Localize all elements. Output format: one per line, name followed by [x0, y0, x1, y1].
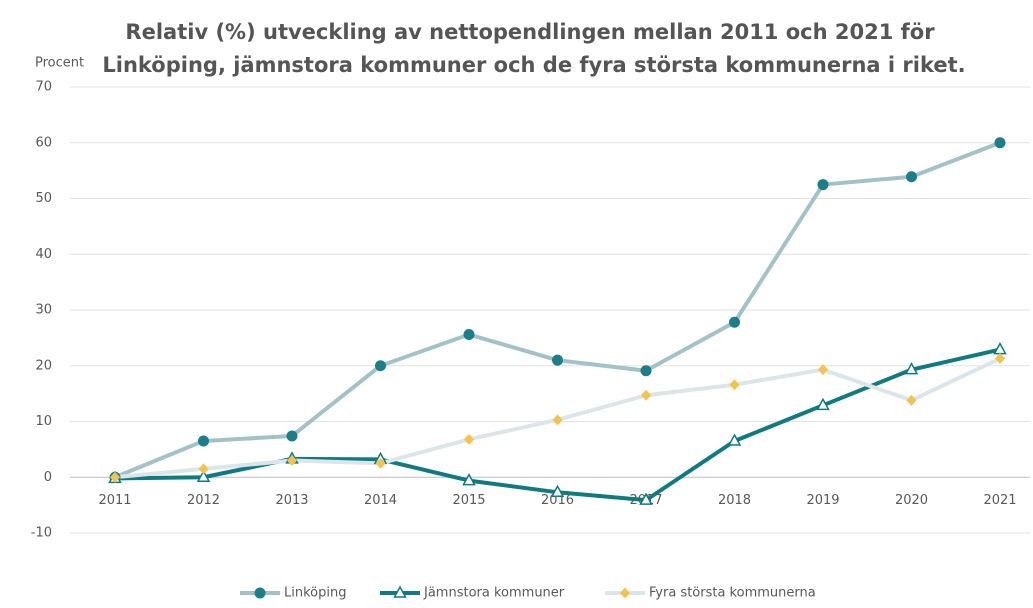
- data-point: [639, 492, 653, 505]
- data-point: [198, 435, 209, 447]
- x-tick-label: 2018: [718, 493, 751, 508]
- x-tick-label: 2011: [98, 493, 131, 508]
- x-tick-label: 2014: [364, 493, 397, 508]
- legend-marker: [393, 585, 407, 598]
- data-point: [198, 463, 209, 475]
- data-point: [818, 364, 828, 376]
- data-point: [286, 430, 298, 442]
- y-axis-label: Procent: [35, 56, 84, 71]
- data-point: [552, 354, 563, 366]
- data-point: [463, 329, 475, 341]
- y-tick-label: 30: [35, 303, 52, 318]
- data-point: [375, 457, 386, 469]
- data-point: [464, 433, 474, 445]
- data-point: [640, 365, 652, 377]
- data-point: [816, 397, 830, 411]
- data-point: [110, 471, 120, 483]
- x-tick-label: 2020: [895, 493, 928, 508]
- data-point: [729, 316, 740, 328]
- y-tick-label: 70: [35, 80, 52, 95]
- data-point: [995, 353, 1005, 365]
- chart-title: Relativ (%) utveckling av nettopendlinge…: [125, 20, 935, 44]
- x-tick-label: 2019: [806, 493, 839, 508]
- data-point: [375, 360, 386, 372]
- data-point: [462, 473, 476, 486]
- y-tick-label: 60: [35, 135, 52, 150]
- data-point: [552, 414, 563, 426]
- x-tick-label: 2012: [187, 493, 220, 508]
- data-point: [641, 389, 651, 401]
- legend-label: Jämnstora kommuner: [423, 586, 565, 601]
- y-tick-label: 50: [35, 191, 52, 206]
- data-point: [287, 455, 297, 467]
- legend-marker: [254, 587, 266, 599]
- y-tick-label: 0: [44, 470, 52, 485]
- y-tick-label: -10: [31, 526, 52, 541]
- data-point: [550, 484, 565, 498]
- data-point: [904, 362, 919, 375]
- data-point: [994, 137, 1006, 149]
- data-point: [906, 171, 917, 183]
- data-point: [906, 394, 917, 406]
- x-tick-label: 2016: [541, 493, 574, 508]
- y-tick-label: 10: [35, 414, 52, 429]
- data-point: [727, 433, 742, 446]
- legend-label: Fyra största kommunerna: [649, 586, 816, 601]
- data-point: [729, 379, 740, 391]
- legend-label: Linköping: [284, 586, 346, 601]
- x-tick-label: 2021: [983, 493, 1016, 508]
- y-tick-label: 40: [35, 247, 52, 262]
- chart-title: Linköping, jämnstora kommuner och de fyr…: [102, 53, 965, 77]
- data-point: [196, 469, 211, 482]
- data-point: [817, 179, 829, 191]
- legend-marker: [620, 587, 630, 599]
- y-tick-label: 20: [35, 358, 52, 373]
- x-tick-label: 2015: [452, 493, 485, 508]
- x-tick-label: 2013: [275, 493, 308, 508]
